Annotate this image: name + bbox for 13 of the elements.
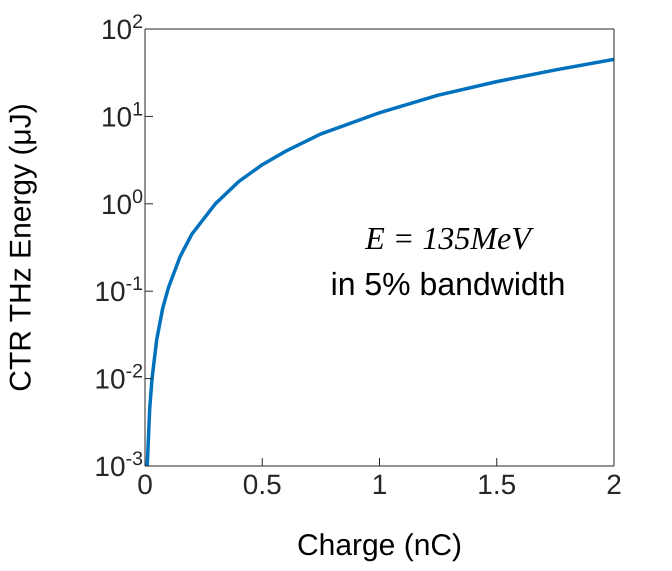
annotation: in 5% bandwidth [330,266,566,303]
y-axis-title: CTR THz Energy (μJ) [4,103,38,392]
y-tick-label: 10$^{1}$ [100,98,143,132]
x-tick-label: 0.5 [242,468,282,500]
y-tick-label: 10$^{-1}$ [94,273,143,308]
y-tick-label: 10$^{2}$ [100,11,143,45]
x-tick-label: 2 [606,468,622,500]
annotation: E = 135MeV [364,220,535,257]
x-tick-label: 1 [372,468,388,500]
y-tick-label: 10$^{0}$ [100,186,144,220]
y-tick-label: 10$^{-2}$ [94,360,143,395]
x-axis-title: Charge (nC) [296,529,462,562]
x-tick-label: 1.5 [477,468,516,500]
